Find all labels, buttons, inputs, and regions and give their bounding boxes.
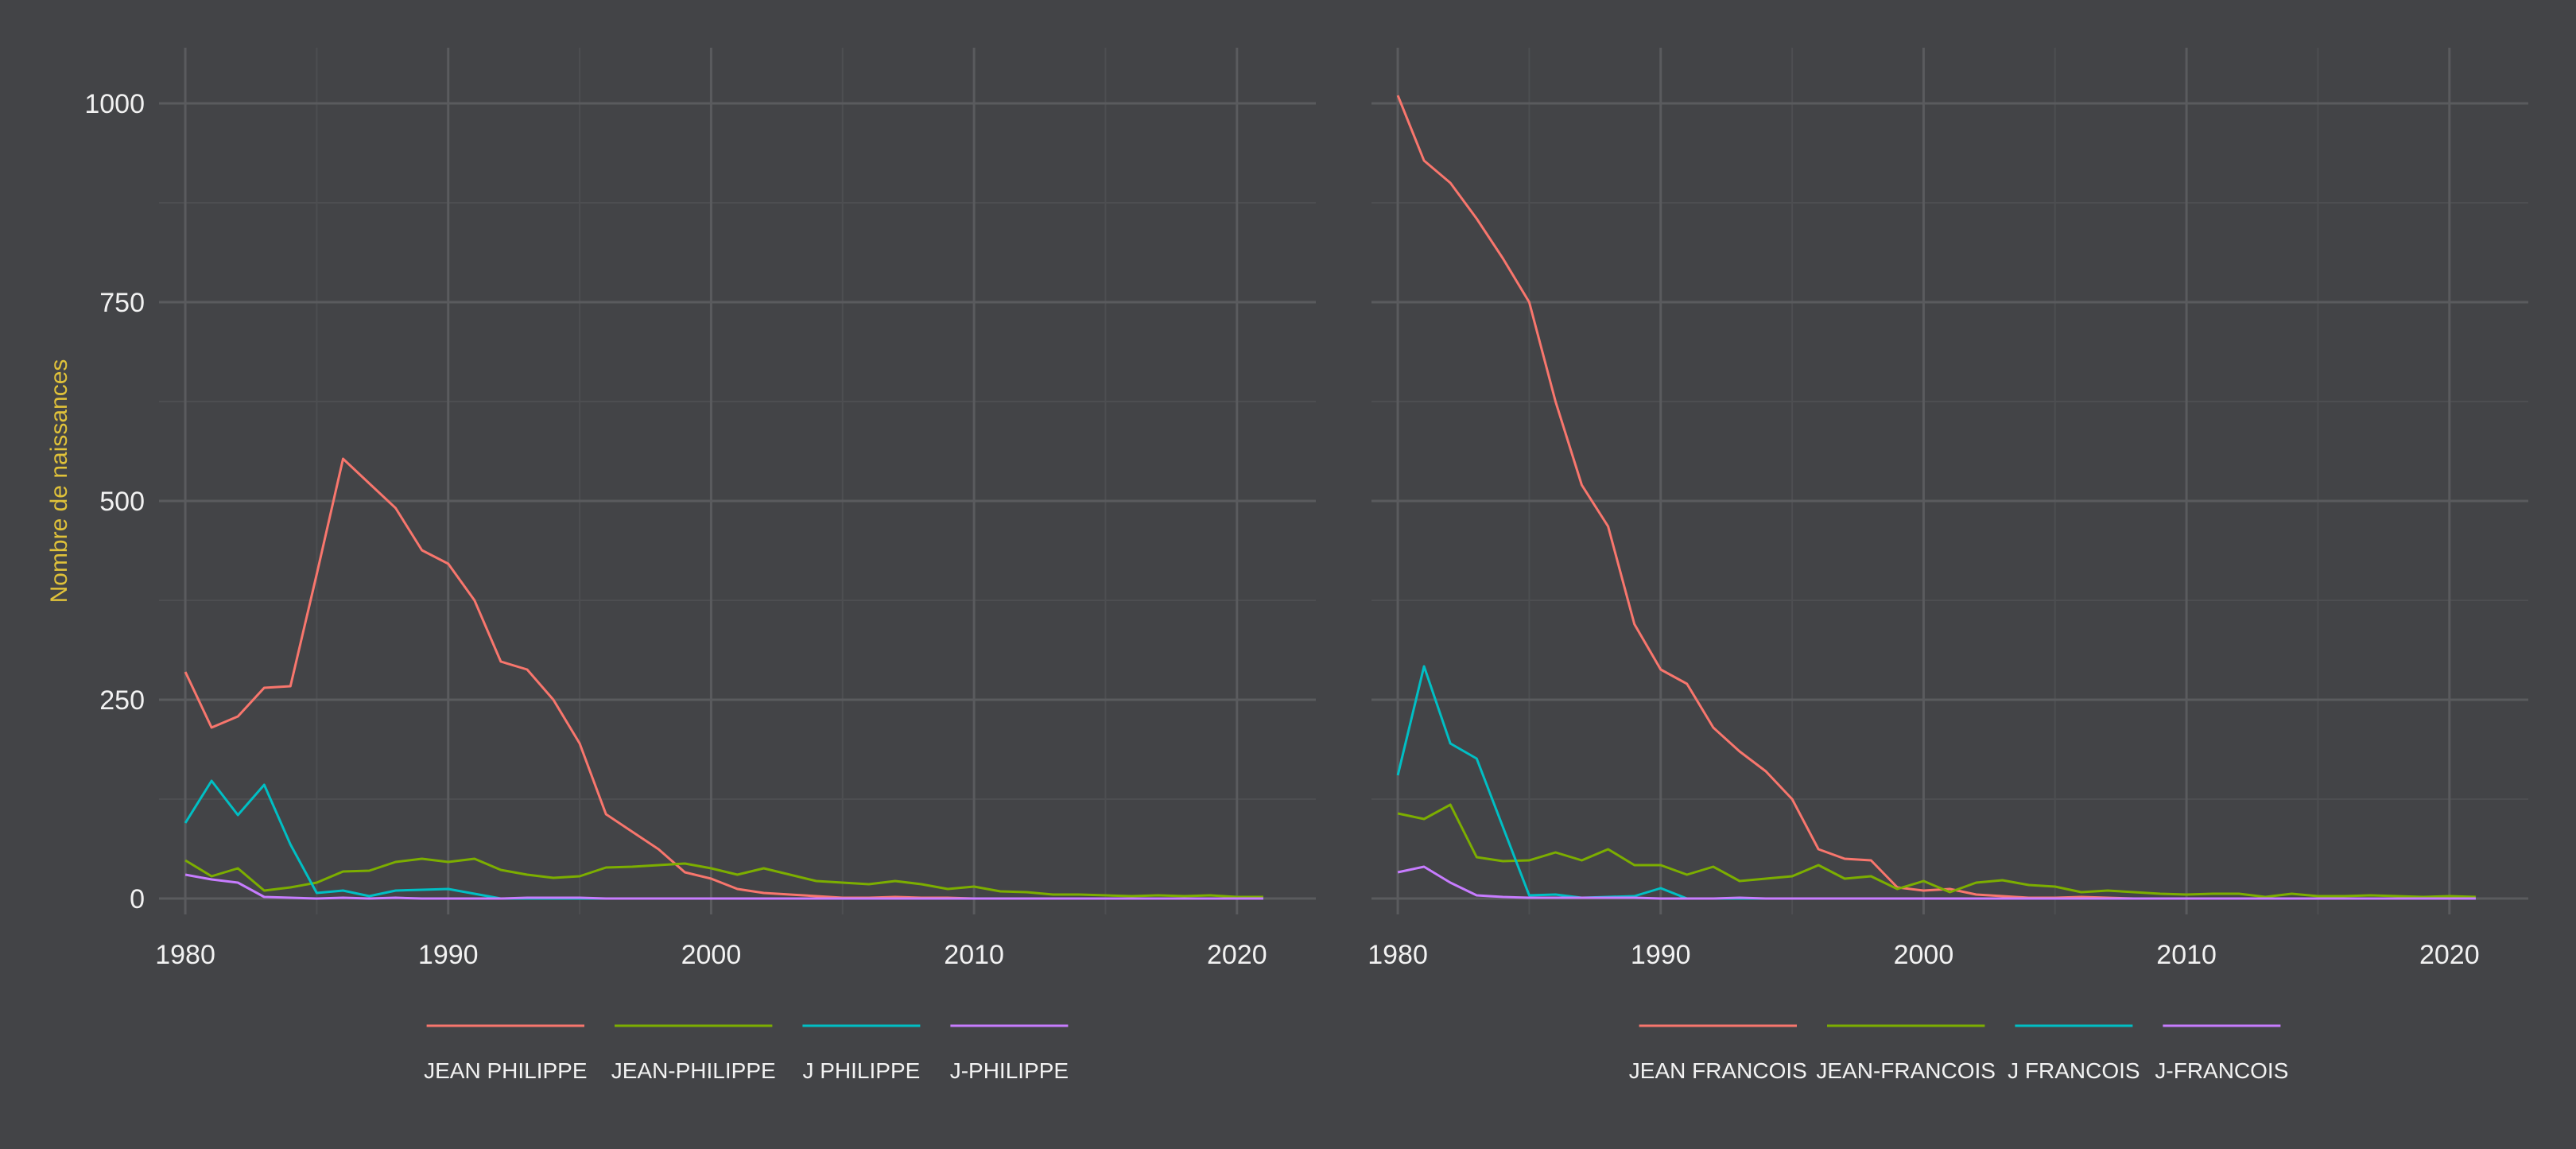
x-tick-label: 2000 [1894, 940, 1954, 970]
x-tick-label: 1990 [418, 940, 479, 970]
x-tick-label: 2010 [944, 940, 1004, 970]
legend-label: J-FRANCOIS [2155, 1058, 2288, 1083]
legend-label: J FRANCOIS [2008, 1058, 2140, 1083]
y-axis-label: Nombre de naissances [46, 359, 72, 604]
x-tick-label: 2000 [681, 940, 742, 970]
legend-label: JEAN-FRANCOIS [1816, 1058, 1996, 1083]
legend-label: J-PHILIPPE [950, 1058, 1069, 1083]
y-tick-label: 750 [99, 288, 145, 318]
x-tick-label: 1990 [1631, 940, 1691, 970]
legend-label: JEAN PHILIPPE [424, 1058, 587, 1083]
y-tick-label: 250 [99, 685, 145, 716]
series-line-jean-philippe [184, 457, 1263, 900]
legend-label: J PHILIPPE [802, 1058, 920, 1083]
series-line-jean-francois [1396, 95, 2476, 900]
x-tick-label: 2020 [1207, 940, 1267, 970]
series-line-j-francois [1397, 865, 2476, 900]
x-tick-label: 1980 [155, 940, 215, 970]
legend-label: JEAN FRANCOIS [1629, 1058, 1807, 1083]
x-tick-label: 1980 [1368, 940, 1428, 970]
y-tick-label: 0 [130, 884, 145, 914]
series-line-j-francois [1396, 665, 2476, 900]
series-line-j-philippe [184, 873, 1263, 900]
legend-label: JEAN-PHILIPPE [611, 1058, 776, 1083]
y-tick-label: 500 [99, 487, 145, 517]
x-tick-label: 2010 [2156, 940, 2217, 970]
series-line-jean-philippe [184, 857, 1263, 899]
y-tick-label: 1000 [84, 89, 145, 119]
series-line-jean-francois [1397, 803, 2476, 899]
x-tick-label: 2020 [2419, 940, 2480, 970]
